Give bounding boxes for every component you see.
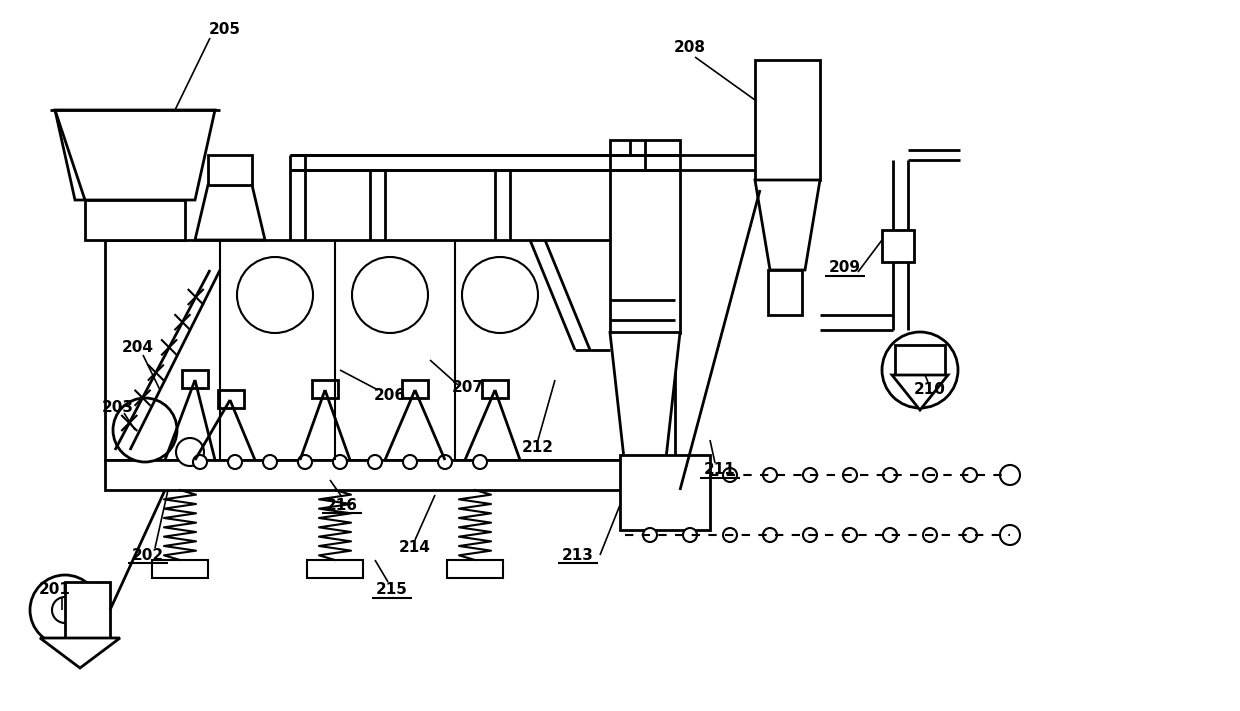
Circle shape [176, 438, 205, 466]
Bar [64, 582, 110, 638]
Circle shape [113, 398, 177, 462]
Circle shape [644, 528, 657, 542]
Circle shape [883, 468, 897, 482]
Bar [105, 460, 675, 490]
Bar [312, 380, 339, 398]
Circle shape [403, 455, 417, 469]
Text: 208: 208 [675, 41, 706, 55]
Text: 210: 210 [914, 383, 946, 397]
Circle shape [963, 528, 977, 542]
Circle shape [882, 332, 959, 408]
Bar [402, 380, 428, 398]
Circle shape [52, 597, 78, 623]
Text: 209: 209 [830, 260, 861, 275]
Polygon shape [55, 110, 215, 200]
Circle shape [30, 575, 100, 645]
Circle shape [263, 455, 277, 469]
Circle shape [683, 528, 697, 542]
Bar [218, 390, 244, 408]
Text: 206: 206 [374, 387, 405, 402]
Circle shape [723, 468, 737, 482]
Text: 203: 203 [102, 400, 134, 415]
Text: 216: 216 [326, 498, 358, 513]
Circle shape [923, 468, 937, 482]
Bar [882, 230, 914, 262]
Circle shape [237, 257, 312, 333]
Circle shape [438, 455, 453, 469]
Circle shape [843, 468, 857, 482]
Circle shape [334, 455, 347, 469]
Bar [446, 560, 503, 578]
Text: 211: 211 [704, 462, 735, 478]
Bar [208, 155, 252, 185]
Circle shape [298, 455, 312, 469]
Bar [768, 270, 802, 315]
Circle shape [352, 257, 428, 333]
Bar [308, 560, 363, 578]
Bar [755, 60, 820, 180]
Polygon shape [610, 333, 680, 490]
Circle shape [999, 465, 1021, 485]
Bar [620, 455, 711, 530]
Polygon shape [195, 185, 265, 240]
Circle shape [472, 455, 487, 469]
Circle shape [763, 528, 777, 542]
Polygon shape [892, 375, 949, 410]
Text: 215: 215 [376, 582, 408, 597]
Text: 205: 205 [210, 23, 241, 38]
Text: 204: 204 [122, 341, 154, 356]
Polygon shape [755, 180, 820, 270]
Bar [153, 560, 208, 578]
Circle shape [883, 528, 897, 542]
Circle shape [999, 525, 1021, 545]
Bar [105, 240, 675, 460]
Text: 202: 202 [131, 547, 164, 562]
Circle shape [843, 528, 857, 542]
Bar [86, 200, 185, 240]
Bar [895, 345, 945, 375]
Circle shape [228, 455, 242, 469]
Circle shape [193, 455, 207, 469]
Circle shape [804, 528, 817, 542]
Polygon shape [40, 638, 120, 668]
Circle shape [963, 468, 977, 482]
Circle shape [923, 528, 937, 542]
Text: 214: 214 [399, 540, 432, 555]
Bar [182, 370, 208, 388]
Circle shape [368, 455, 382, 469]
Bar [610, 140, 680, 333]
Circle shape [804, 468, 817, 482]
Text: 207: 207 [453, 380, 484, 395]
Text: 213: 213 [562, 547, 594, 562]
Circle shape [463, 257, 538, 333]
Text: 212: 212 [522, 439, 554, 454]
Circle shape [905, 355, 935, 385]
Circle shape [763, 468, 777, 482]
Text: 201: 201 [40, 582, 71, 597]
Bar [482, 380, 508, 398]
Circle shape [723, 528, 737, 542]
